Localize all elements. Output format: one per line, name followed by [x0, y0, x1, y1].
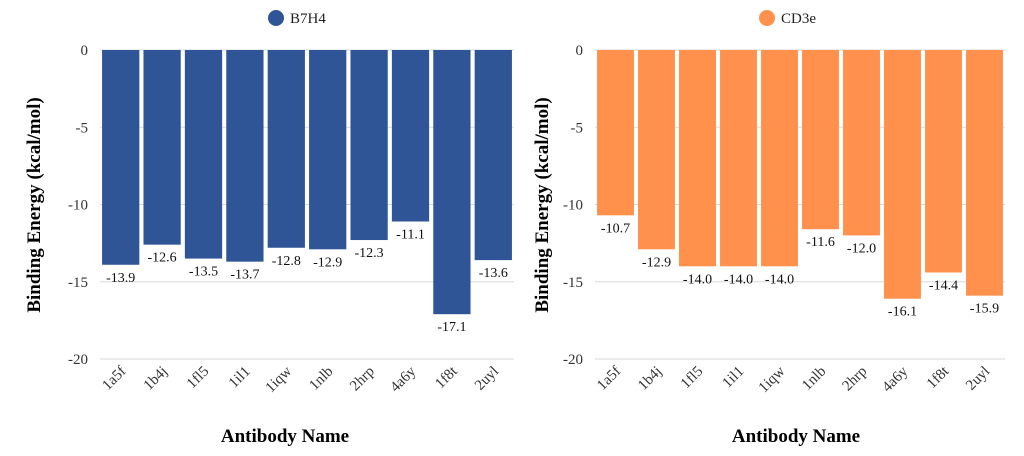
data-label: -14.4 [929, 278, 958, 293]
bar [761, 50, 798, 267]
data-label: -13.5 [189, 265, 218, 280]
x-tick-label: 1fl5 [184, 364, 212, 392]
chart-left: B7H4 0-5-10-15-20 -13.9-12.6-13.5 -13.7-1… [24, 10, 514, 447]
y-axis-title-left: Binding Energy (kcal/mol) [24, 97, 45, 312]
legend-left: B7H4 [268, 10, 326, 27]
legend-label-b7h4: B7H4 [290, 11, 326, 27]
y-tick-labels-right: 0 -5 -10 -15 -20 [563, 43, 583, 368]
x-tick-label: 1il1 [720, 364, 748, 392]
x-tick-label: 1a5f [594, 364, 624, 394]
bars-right [597, 50, 1003, 299]
y-tick-label: 0 [81, 43, 89, 59]
data-label: -15.9 [970, 302, 999, 317]
bar [309, 50, 347, 250]
bar [925, 50, 962, 273]
y-tick-labels-left: 0 -5 -10 -15 -20 [68, 43, 88, 368]
y-tick-label: -5 [571, 120, 584, 136]
bar [433, 50, 471, 315]
x-tick-labels-right: 1a5f 1b4j 1fl5 1il1 1iqw 1nlb 2hrp 4a6y 1f8t 2uyl [594, 363, 993, 396]
data-label: -13.6 [479, 266, 508, 281]
y-tick-label: -20 [563, 352, 583, 368]
x-tick-label: 2uyl [472, 364, 502, 394]
bars-left [102, 50, 512, 315]
legend-marker-b7h4 [268, 10, 284, 26]
bar [966, 50, 1003, 296]
data-label: -12.3 [355, 246, 384, 261]
bar [226, 50, 264, 262]
x-tick-label: 1fl5 [678, 364, 706, 392]
data-label: -13.7 [230, 268, 259, 283]
x-axis-title-right: Antibody Name [732, 426, 860, 447]
x-tick-label: 4a6y [387, 363, 419, 395]
legend-marker-cd3e [759, 10, 775, 26]
y-tick-label: -15 [68, 275, 88, 291]
data-label: -17.1 [437, 320, 466, 335]
x-tick-label: 1il1 [226, 364, 254, 392]
x-tick-label: 1iqw [263, 363, 296, 396]
data-labels-right: -10.7 -12.9 -14.0 -14.0 -14.0 -11.6 -12.0 -16.1… [601, 221, 999, 319]
data-labels-left: -13.9 -12.6 -13.5 -13.7 -12.8 -12.9 -12.3 -11.1… [106, 227, 508, 335]
bar [102, 50, 140, 265]
data-label: -14.0 [683, 272, 712, 287]
bar [843, 50, 880, 236]
bar [720, 50, 757, 267]
bar [391, 50, 430, 222]
bar [679, 50, 716, 267]
x-tick-label: 1a5f [99, 364, 129, 394]
x-tick-label: 1iqw [756, 363, 789, 396]
bar [474, 50, 512, 261]
legend-right: CD3e [759, 10, 816, 27]
data-label: -12.6 [148, 251, 177, 266]
bar [184, 50, 223, 259]
x-tick-label: 1b4j [141, 364, 171, 394]
y-tick-label: -15 [563, 275, 583, 291]
legend-label-cd3e: CD3e [781, 11, 816, 27]
x-tick-label: 4a6y [879, 363, 911, 395]
data-label: -12.8 [272, 254, 301, 269]
y-tick-label: -10 [563, 198, 583, 214]
y-tick-label: -10 [68, 198, 88, 214]
bar [597, 50, 634, 216]
data-label: -12.0 [847, 241, 876, 256]
bar [802, 50, 839, 230]
x-tick-labels-left: 1a5f 1b4j 1fl5 1il1 1iqw 1nlb 2hrp 4a6y 1f8t 2uyl [99, 363, 502, 396]
y-tick-label: 0 [576, 43, 584, 59]
data-label: -10.7 [601, 221, 630, 236]
bar [143, 50, 181, 245]
x-tick-label: 1f8t [432, 363, 461, 392]
x-tick-label: 1b4j [635, 364, 665, 394]
data-label: -16.1 [888, 305, 917, 320]
x-tick-label: 2hrp [347, 364, 378, 395]
bar [267, 50, 305, 248]
data-label: -13.9 [106, 271, 135, 286]
x-axis-title-left: Antibody Name [221, 426, 349, 447]
x-tick-label: 1nlb [799, 364, 829, 394]
data-label: -14.0 [724, 272, 753, 287]
data-label: -11.1 [396, 227, 425, 242]
y-tick-label: -20 [68, 352, 88, 368]
data-label: -14.0 [765, 272, 794, 287]
chart-right: CD3e 0-5-10-15-20 -10.7-12.9-14.0 -14.0 -1… [532, 10, 1005, 447]
bar [638, 50, 675, 250]
x-tick-label: 1f8t [924, 363, 953, 392]
x-tick-label: 2hrp [840, 364, 871, 395]
bar [884, 50, 921, 299]
x-tick-label: 2uyl [963, 364, 993, 394]
data-label: -12.9 [313, 255, 342, 270]
data-label: -12.9 [642, 255, 671, 270]
y-axis-title-right: Binding Energy (kcal/mol) [532, 97, 553, 312]
y-tick-label: -5 [76, 120, 89, 136]
x-tick-label: 1nlb [306, 364, 336, 394]
data-label: -11.6 [806, 235, 835, 250]
bar [350, 50, 388, 241]
